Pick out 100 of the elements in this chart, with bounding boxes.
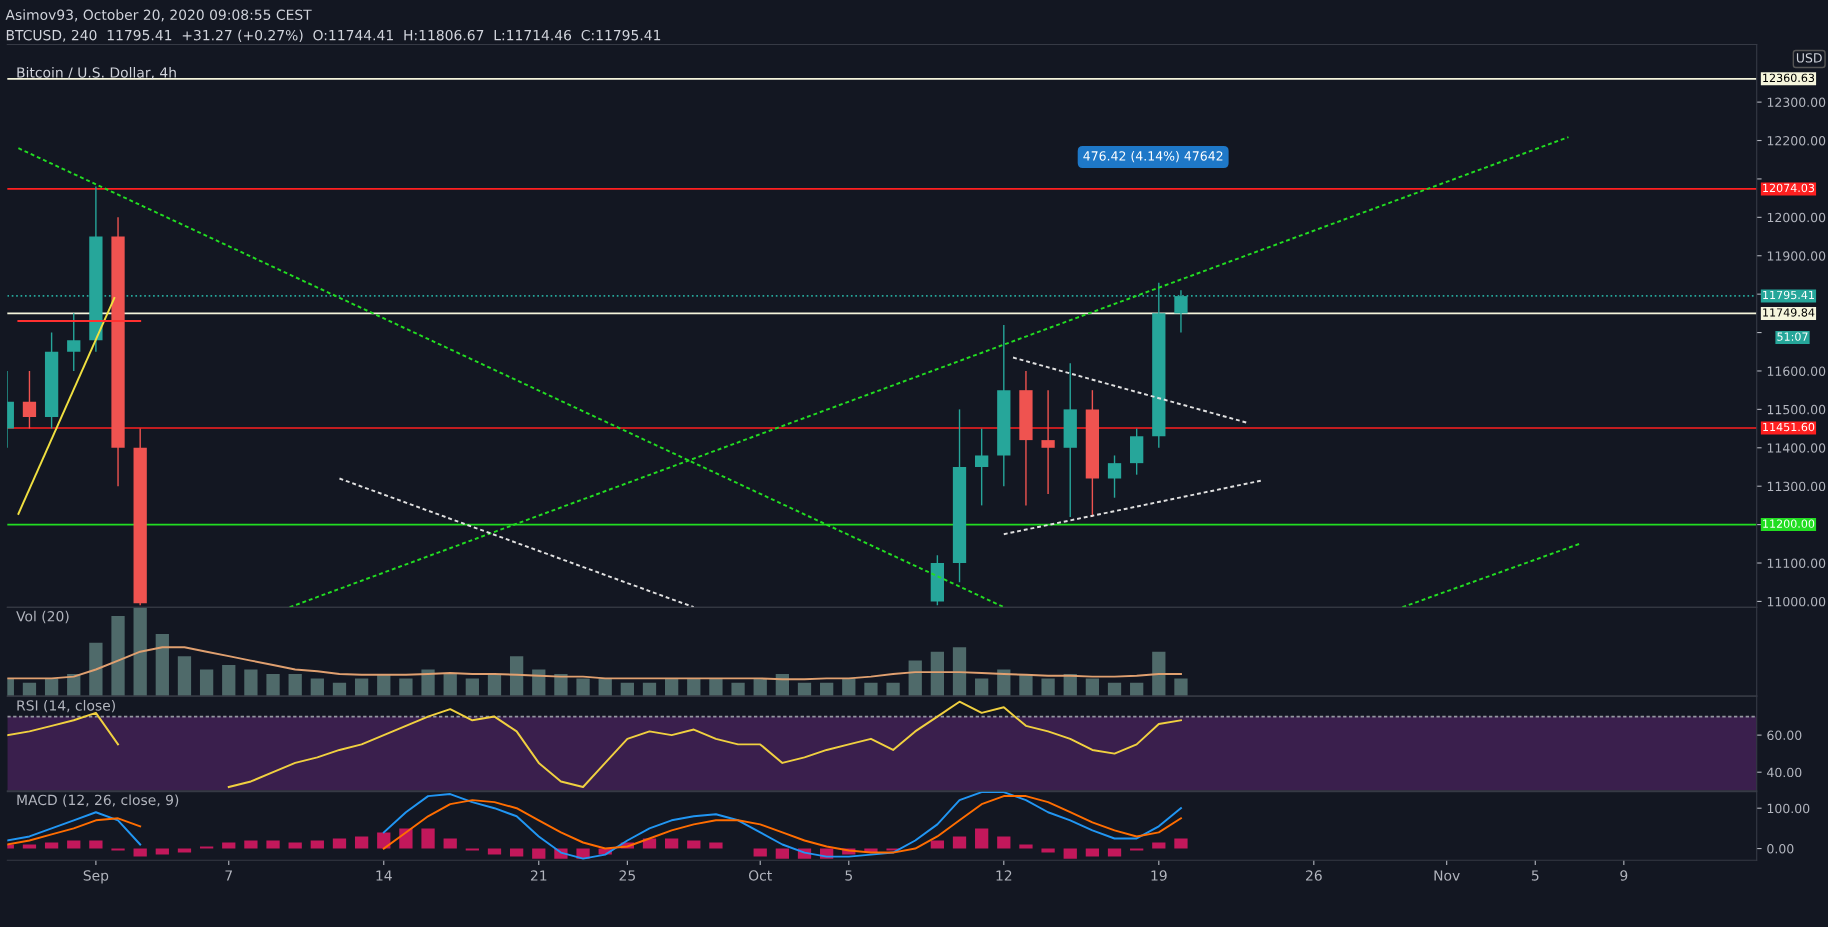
bar: [244, 840, 258, 849]
ref-line-label: 12360.63: [1763, 73, 1815, 83]
bar: [908, 660, 922, 697]
y-tick-label: 11100.00: [1767, 558, 1826, 568]
y-tick-label: 100.00: [1767, 803, 1810, 814]
bar: [487, 673, 502, 697]
bar: [177, 848, 192, 853]
x-tick-label: Oct: [748, 870, 772, 881]
bar: [665, 678, 679, 697]
bar: [532, 848, 546, 859]
bar: [421, 828, 435, 849]
candlestick: [67, 312, 81, 372]
bar: [155, 848, 169, 855]
chart-title: Vol (20): [16, 610, 69, 624]
bar: [67, 840, 81, 849]
bar: [930, 840, 945, 849]
bar: [332, 682, 347, 697]
x-tick-label: Nov: [1434, 870, 1460, 881]
bar: [665, 838, 679, 849]
bar: [1174, 678, 1188, 697]
bar: [310, 678, 324, 697]
chart-title: RSI (14, close): [17, 699, 115, 713]
bar: [687, 678, 701, 697]
ref-line-label: 11795.41: [1763, 290, 1814, 300]
bar: [310, 840, 324, 849]
bar: [22, 844, 37, 849]
bar: [155, 633, 169, 697]
bar: [509, 656, 524, 697]
bar: [687, 840, 701, 849]
text: Bitcoin / U.S. Dollar, 4h: [17, 67, 176, 80]
bar: [509, 848, 524, 857]
y-tick-label: 11500.00: [1767, 404, 1826, 415]
bar: [952, 836, 967, 849]
bar: [1019, 844, 1033, 849]
bar: [709, 842, 723, 849]
bar: [975, 678, 989, 697]
candlestick: [22, 370, 37, 430]
y-tick-label: 12300.00: [1767, 97, 1826, 108]
bar: [864, 682, 878, 697]
x-tick-label: 14: [376, 870, 392, 881]
bar: [443, 673, 457, 697]
text: USD: [1796, 53, 1822, 63]
bar: [775, 848, 789, 859]
bar: [1085, 848, 1100, 857]
chart-title: MACD (12, 26, close, 9): [17, 794, 179, 807]
x-tick-label: 7: [225, 870, 232, 881]
y-tick-label: 60.00: [1767, 730, 1802, 741]
bar: [952, 647, 967, 697]
bar: [465, 678, 479, 697]
bar: [642, 682, 657, 697]
x-tick-label: 21: [530, 870, 547, 881]
bar: [820, 682, 834, 697]
bar: [554, 673, 568, 697]
bar: [1130, 682, 1144, 697]
y-tick-label: 12000.00: [1767, 212, 1826, 223]
bar: [288, 842, 302, 849]
bar: [598, 678, 612, 697]
bar: [111, 616, 125, 697]
bar: [222, 842, 236, 849]
ref-line-label: 11200.00: [1763, 519, 1815, 528]
bar: [1019, 673, 1033, 697]
y-tick-label: 11300.00: [1767, 481, 1826, 492]
x-tick-label: 9: [1620, 870, 1628, 881]
candlestick: [1107, 454, 1122, 499]
bar: [975, 828, 989, 849]
bar: [266, 673, 280, 697]
bar: [709, 678, 723, 697]
text: 51:07: [1777, 332, 1808, 341]
bar: [997, 836, 1011, 849]
bar: [576, 678, 590, 697]
bar: [199, 669, 214, 697]
bar: [997, 669, 1011, 697]
y-tick-label: 12200.00: [1767, 135, 1826, 146]
bar: [1107, 848, 1122, 857]
ref-line-label: 12074.03: [1763, 183, 1815, 193]
y-tick-label: 11400.00: [1767, 443, 1826, 453]
bar: [1152, 651, 1166, 697]
bar: [111, 848, 125, 851]
bar: [753, 678, 767, 697]
bar: [421, 669, 435, 697]
bar: [377, 832, 391, 849]
text: BTCUSD, 240 11795.41 +31.27 (+0.27%) O:11744.41 H:11806.67 L:11714.46 C:11795.41: [6, 29, 661, 43]
bar: [1085, 678, 1100, 697]
x-tick-label: 12: [996, 870, 1012, 881]
bar: [222, 665, 236, 697]
bar: [266, 840, 280, 849]
bar: [532, 669, 546, 697]
x-tick-label: 26: [1306, 870, 1322, 881]
x-tick-label: 25: [619, 870, 635, 881]
ref-line-label: 11749.84: [1763, 308, 1815, 317]
bar: [443, 838, 457, 849]
bar: [332, 838, 347, 849]
x-tick-label: 5: [845, 870, 852, 881]
bar: [89, 840, 103, 849]
bar: [44, 678, 59, 697]
x-tick-label: 5: [1531, 870, 1539, 881]
bar: [731, 682, 745, 697]
candlestick: [1041, 389, 1055, 495]
bar: [1041, 848, 1055, 853]
bar: [244, 669, 258, 697]
